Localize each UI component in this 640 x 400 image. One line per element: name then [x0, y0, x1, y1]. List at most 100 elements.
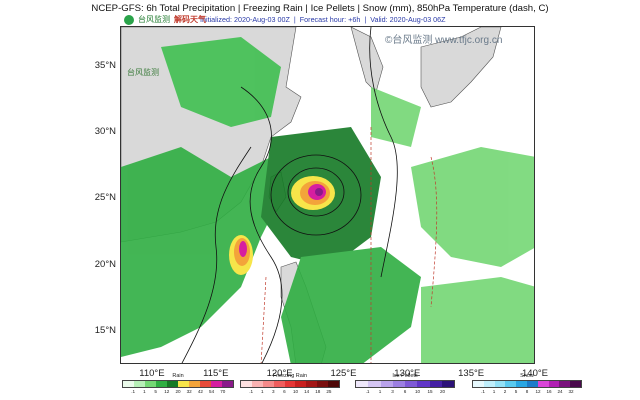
initialized-time: Initialized: 2020-Aug-03 00Z	[200, 15, 290, 24]
legend-swatch	[222, 381, 233, 387]
lon-tick-label: 110°E	[139, 368, 165, 379]
rain-area-south	[281, 247, 421, 363]
legend-swatch	[441, 381, 454, 387]
typhoon-core-north	[291, 176, 335, 210]
legend-tick-label: .1	[249, 389, 254, 394]
legend-snow: Snow .1 1 2 5 8 12 16 24 32	[472, 373, 582, 398]
legend-color-bar	[355, 380, 455, 388]
legend-tick-label: 6	[283, 389, 286, 394]
legend-ticks: .1 1 3 6 10 14 18 25	[240, 388, 340, 396]
legend-swatch	[123, 381, 134, 387]
legend-swatch	[167, 381, 178, 387]
legend-color-bar	[122, 380, 234, 388]
legend-tick-label: 54	[209, 389, 215, 394]
temperature-dash-contours	[260, 127, 438, 363]
source-logos: 台风监测 解码天气	[124, 14, 206, 25]
legend-tick-label: .1	[131, 389, 136, 394]
legend-swatch	[570, 381, 581, 387]
lat-tick-label: 35°N	[94, 59, 116, 71]
legend-swatch	[516, 381, 527, 387]
legend-tick-label: 20	[175, 389, 181, 394]
legend-swatch	[145, 381, 156, 387]
legend-swatch	[262, 381, 274, 387]
legend-tick-label: 5	[154, 389, 157, 394]
lon-tick-label: 140°E	[522, 368, 548, 379]
legend-tick-label: 32	[568, 389, 574, 394]
lon-tick-label: 135°E	[458, 368, 485, 379]
legend-tick-label: 1	[143, 389, 146, 394]
legend-tick-label: 5	[514, 389, 518, 394]
typhoon-core-south	[229, 235, 253, 275]
legend-tick-label: 1	[378, 389, 382, 394]
legend-tick-label: 20	[439, 389, 446, 394]
lon-tick-label: 125°E	[330, 368, 357, 379]
legend-swatch	[156, 381, 167, 387]
legend-swatch	[429, 381, 442, 387]
legend-swatch	[559, 381, 571, 387]
legend-tick-label: 3	[272, 389, 275, 394]
lon-tick-label: 130°E	[394, 368, 421, 379]
lon-tick-label: 120°E	[266, 368, 293, 379]
legend-freezing-rain: Freezing Rain .1 1 3 6 10 14 18 25	[240, 373, 340, 398]
legend-swatch	[526, 381, 538, 387]
legend-swatch	[317, 381, 329, 387]
forecast-info: Initialized: 2020-Aug-03 00Z | Forecast …	[200, 15, 448, 24]
legend-tick-label: 25	[326, 389, 332, 394]
rain-area-east	[411, 147, 534, 267]
legend-tick-label: 10	[292, 389, 299, 394]
rain-area-northeast	[371, 87, 421, 147]
map-logo: 台风监测	[127, 68, 159, 77]
legend-tick-label: .1	[365, 389, 370, 394]
legend-title: Freezing Rain	[272, 373, 308, 379]
legend-tick-label: 3	[391, 389, 394, 394]
legend-swatch	[505, 381, 517, 387]
legend-tick-label: 18	[315, 389, 321, 394]
legend-swatch	[405, 381, 418, 387]
legend-swatch	[328, 381, 340, 387]
legend-swatch	[306, 381, 318, 387]
legend-swatch	[368, 381, 381, 387]
legend-tick-label: 1	[260, 389, 264, 394]
lon-tick-label: 115°E	[203, 368, 229, 379]
separator: |	[364, 15, 367, 24]
separator: |	[293, 15, 296, 24]
legend-swatch	[473, 381, 484, 387]
legend-title: Ice Pellets	[392, 373, 418, 379]
legend-tick-label: 10	[414, 389, 421, 394]
map-canvas	[121, 27, 534, 363]
rain-area-west	[121, 147, 281, 357]
lat-tick-label: 15°N	[94, 324, 116, 336]
legend-swatch	[189, 381, 200, 387]
precipitation-map: 台风监测	[120, 26, 535, 364]
legend-swatch	[200, 381, 211, 387]
legend-swatch	[284, 381, 296, 387]
legend-tick-label: 15	[427, 389, 433, 394]
legend-swatch	[211, 381, 222, 387]
legend-tick-label: 8	[525, 389, 529, 394]
legend-tick-label: 6	[403, 389, 407, 394]
valid-time: Valid: 2020-Aug-03 06Z	[370, 15, 446, 24]
legend-title: Rain	[172, 373, 184, 379]
legend-swatch	[273, 381, 285, 387]
legend-tick-label: 32	[186, 389, 192, 394]
legend-swatch	[380, 381, 393, 387]
legend-title: Snow	[520, 373, 534, 379]
site-watermark: ©台风监测 www.tfjc.org.cn	[385, 35, 503, 46]
lat-tick-label: 25°N	[94, 192, 116, 204]
typhoon-monitor-logo: 台风监测	[138, 15, 170, 24]
rain-area-north	[161, 37, 281, 127]
pressure-contours	[181, 27, 398, 363]
lat-tick-label: 30°N	[94, 126, 116, 138]
lat-tick-label: 20°N	[94, 258, 116, 270]
legend-swatch	[251, 381, 263, 387]
legend-ticks: .1 1 2 5 8 12 16 24 32	[472, 388, 582, 396]
legend-tick-label: 24	[557, 389, 563, 394]
forecast-hour: Forecast hour: +6h	[299, 15, 361, 24]
legend-tick-label: 16	[546, 389, 552, 394]
legend-swatch	[241, 381, 252, 387]
legend-color-bar	[472, 380, 582, 388]
legend-swatch	[483, 381, 495, 387]
legend-swatch	[356, 381, 369, 387]
legend-tick-label: 14	[304, 389, 310, 394]
legend-swatch	[494, 381, 506, 387]
